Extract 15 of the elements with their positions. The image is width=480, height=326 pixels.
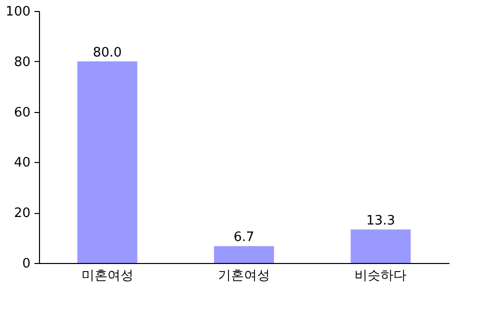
bar <box>350 229 411 263</box>
y-tick-label: 100 <box>6 4 30 20</box>
data-label: 6.7 <box>234 230 254 246</box>
y-tick-label: 0 <box>22 256 30 272</box>
y-tick-label: 80 <box>14 54 30 70</box>
bar <box>214 246 274 263</box>
x-tick-label: 비슷하다 <box>354 268 407 284</box>
x-tick-label: 미혼여성 <box>81 268 134 284</box>
data-label: 13.3 <box>366 213 396 228</box>
data-label: 80.0 <box>92 45 122 60</box>
bar <box>77 61 138 263</box>
y-tick-label: 40 <box>14 156 30 171</box>
y-tick-label: 20 <box>14 206 30 222</box>
x-tick-label: 기혼여성 <box>218 268 270 284</box>
y-tick-label: 60 <box>14 105 30 120</box>
